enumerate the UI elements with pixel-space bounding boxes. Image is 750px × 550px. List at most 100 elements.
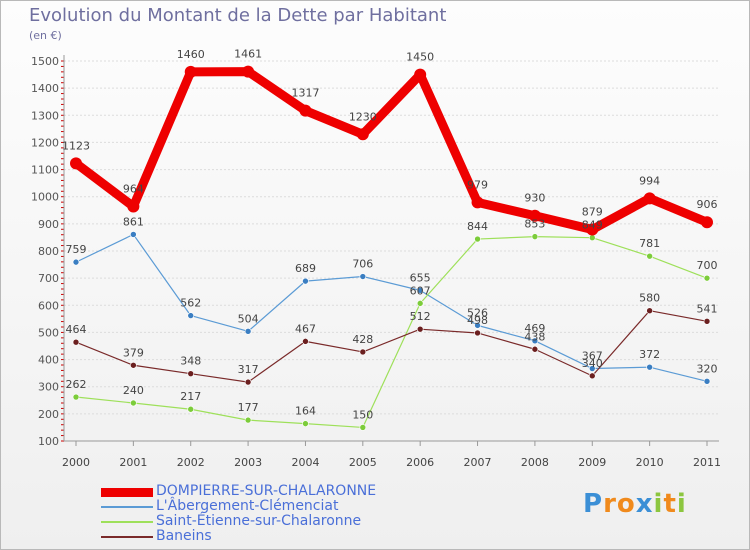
data-label: 438 (524, 330, 545, 343)
data-label: 849 (582, 219, 603, 232)
x-tick-label: 2003 (234, 456, 262, 469)
data-point (701, 216, 713, 229)
y-tick-label: 900 (38, 218, 59, 231)
data-point (531, 345, 539, 353)
series-line (75, 236, 708, 429)
legend-label: L'Âbergement-Clémenciat (156, 498, 339, 514)
data-label: 217 (180, 390, 201, 403)
data-label: 580 (639, 292, 660, 305)
proxiti-logo: Proxiti (583, 489, 687, 519)
data-label: 1317 (291, 87, 319, 100)
data-label: 562 (180, 297, 201, 310)
y-tick-label: 1500 (31, 55, 59, 68)
data-point (130, 361, 137, 369)
data-label: 930 (524, 192, 545, 205)
data-label: 759 (66, 243, 87, 256)
data-point (244, 378, 252, 386)
x-tick-label: 2005 (349, 456, 377, 469)
data-point (244, 416, 252, 424)
data-point (588, 234, 596, 241)
series-line (75, 233, 708, 382)
y-tick-label: 100 (38, 435, 59, 448)
data-label: 994 (639, 174, 660, 187)
data-label: 367 (582, 350, 603, 363)
data-label: 979 (467, 178, 488, 191)
x-tick-label: 2001 (119, 456, 147, 469)
data-point (588, 365, 596, 372)
data-point (244, 328, 252, 335)
x-tick-label: 2009 (578, 456, 606, 469)
data-label: 607 (410, 284, 431, 297)
data-label: 861 (123, 215, 144, 228)
data-point (646, 363, 653, 371)
data-label: 372 (639, 348, 660, 361)
data-labels: 1123 964 1460 1461 1317 1230 1450 979 930 879 994 9… (62, 48, 718, 422)
data-label: 379 (123, 346, 144, 359)
data-label: 340 (582, 357, 603, 370)
data-label: 655 (410, 271, 431, 284)
data-point (359, 273, 367, 280)
data-label: 512 (410, 310, 431, 323)
y-tick-label: 1200 (31, 136, 59, 149)
data-point (528, 209, 541, 222)
data-point (416, 325, 424, 333)
y-tick-label: 800 (38, 245, 59, 258)
legend-swatch (101, 506, 153, 508)
logo-letter: i (653, 489, 664, 519)
chart-title: Evolution du Montant de la Dette par Hab… (29, 5, 447, 26)
y-tick-label: 200 (38, 408, 59, 421)
data-point (643, 192, 656, 205)
data-point (356, 128, 369, 141)
y-tick-label: 300 (38, 381, 59, 394)
data-point (72, 338, 80, 346)
y-tick-label: 400 (38, 354, 59, 367)
data-point (531, 233, 539, 240)
legend-swatch (101, 521, 153, 523)
data-point (703, 274, 711, 282)
data-point (187, 312, 195, 319)
data-label: 320 (697, 362, 718, 375)
x-tick-label: 2002 (177, 456, 205, 469)
y-tick-label: 1100 (31, 164, 59, 177)
data-label: 1450 (406, 51, 434, 64)
x-tick-label: 2006 (406, 456, 434, 469)
data-label: 700 (697, 259, 718, 272)
legend-label: DOMPIERRE-SUR-CHALARONNE (156, 483, 377, 499)
data-point (302, 277, 309, 285)
data-label: 150 (352, 408, 373, 421)
data-label: 467 (295, 322, 316, 335)
data-point (414, 68, 427, 81)
data-label: 906 (697, 198, 718, 211)
data-point (130, 399, 137, 407)
data-point (474, 322, 481, 329)
logo-letter: i (676, 489, 687, 519)
x-tick-label: 2011 (693, 456, 721, 469)
data-point (703, 377, 711, 385)
data-label: 498 (467, 314, 488, 327)
data-label: 844 (467, 220, 488, 233)
data-point (299, 104, 312, 117)
data-point (646, 252, 653, 260)
data-point (130, 231, 137, 238)
data-label: 781 (639, 237, 660, 250)
logo-letter: o (616, 489, 636, 519)
data-point (703, 317, 711, 325)
series-line (75, 310, 708, 383)
y-tick-label: 700 (38, 272, 59, 285)
logo-letter: x (635, 489, 654, 519)
legend-swatch (101, 487, 153, 497)
data-point (242, 65, 255, 78)
legend-label: Baneins (156, 528, 212, 544)
data-label: 504 (238, 312, 259, 325)
data-point (359, 348, 367, 356)
data-point (416, 287, 424, 294)
series-lines (70, 65, 713, 431)
data-point (72, 258, 80, 266)
data-label: 706 (352, 258, 373, 271)
data-point (474, 329, 481, 337)
data-point (531, 337, 539, 345)
data-label: 317 (238, 363, 259, 376)
data-label: 164 (295, 405, 316, 418)
